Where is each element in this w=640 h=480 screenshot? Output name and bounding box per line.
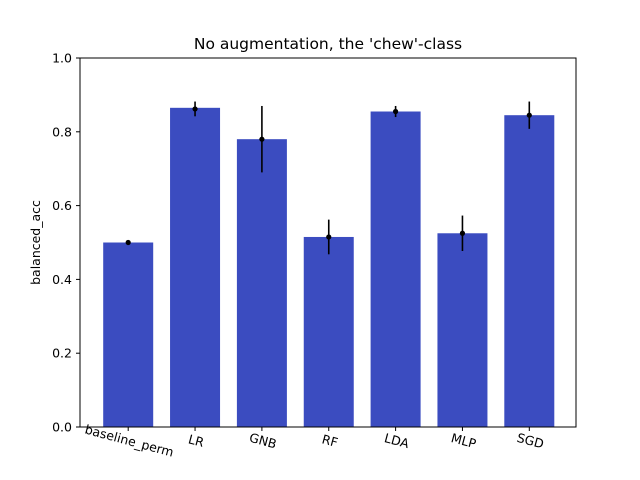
x-tick-label: SGD [515, 430, 545, 452]
y-tick-label: 0.2 [52, 346, 72, 361]
bar-LR [170, 107, 221, 427]
mean-point-LR [192, 106, 198, 112]
x-tick-label: GNB [248, 430, 279, 452]
mean-point-GNB [259, 136, 265, 142]
y-axis: 0.0 0.2 0.4 0.6 0.8 1.0 [52, 51, 80, 435]
bar-SGD [504, 115, 555, 427]
bars-group [103, 107, 555, 427]
y-axis-label: balanced_acc [28, 200, 43, 285]
mean-point-RF [326, 234, 332, 240]
x-tick-label: LR [187, 431, 206, 450]
y-tick-label: 0.8 [52, 124, 72, 139]
chart-title: No augmentation, the 'chew'-class [194, 35, 462, 53]
y-tick-label: 1.0 [52, 51, 72, 66]
bar-GNB [236, 139, 287, 427]
mean-point-MLP [459, 230, 466, 236]
y-tick-label: 0.0 [52, 420, 72, 435]
plot-frame [79, 57, 577, 428]
bar-RF [303, 236, 354, 427]
y-tick-label: 0.4 [52, 272, 72, 287]
x-tick-label: MLP [449, 430, 478, 451]
y-tick-label: 0.6 [52, 198, 72, 213]
bar-LDA [370, 111, 421, 427]
mean-point-LDA [393, 108, 399, 115]
mean-point-SGD [526, 112, 532, 118]
bar-baseline_perm [103, 242, 154, 427]
bar-MLP [437, 233, 488, 427]
x-tick-label: LDA [383, 430, 411, 451]
x-tick-label: RF [320, 431, 339, 450]
error-bars-group [125, 101, 532, 255]
mean-point-baseline_perm [125, 239, 131, 246]
